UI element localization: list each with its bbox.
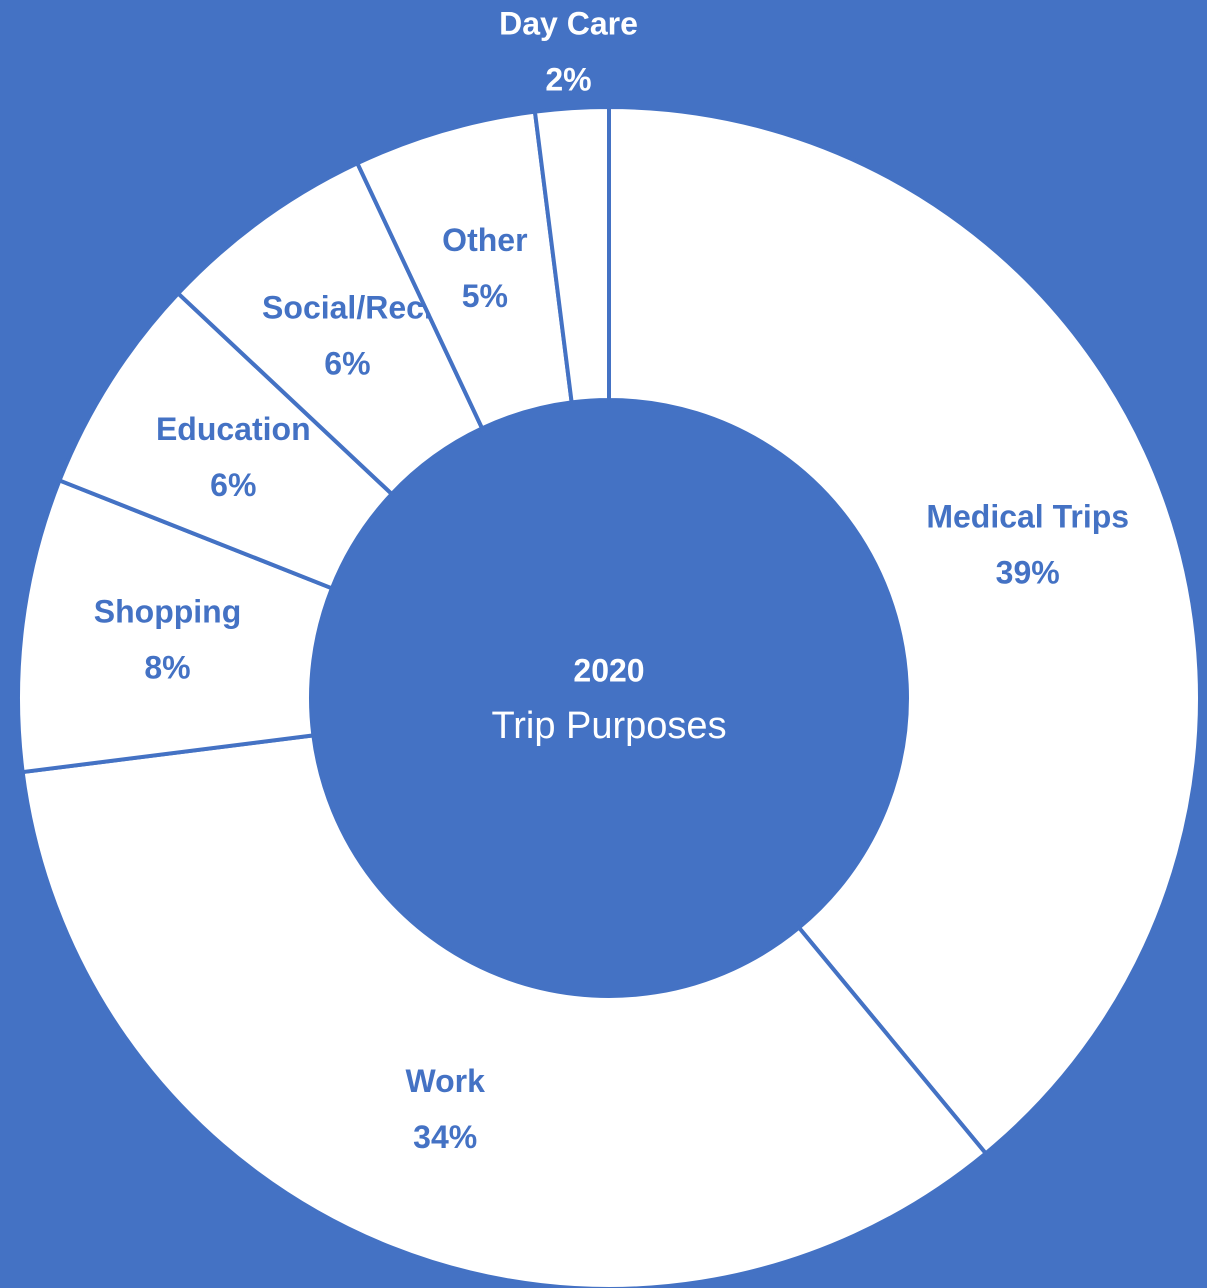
slice-label: Work bbox=[405, 1063, 485, 1099]
slice-label: Other bbox=[442, 222, 527, 258]
value-label: 39% bbox=[996, 555, 1060, 591]
slice-label: Education bbox=[156, 411, 311, 447]
value-label: 5% bbox=[462, 278, 508, 314]
value-label: 6% bbox=[324, 345, 370, 381]
value-label: 8% bbox=[144, 650, 190, 686]
slice-label: Shopping bbox=[94, 594, 242, 630]
value-label: 2% bbox=[545, 62, 591, 98]
value-label: 34% bbox=[413, 1119, 477, 1155]
slice-label: Medical Trips bbox=[926, 499, 1129, 535]
slice-label: Day Care bbox=[499, 6, 638, 42]
slice bbox=[607, 104, 1202, 1157]
chart-title: Trip Purposes bbox=[491, 705, 726, 747]
slice-label: Social/Rec. bbox=[262, 289, 433, 325]
slice bbox=[20, 733, 989, 1288]
slice bbox=[532, 104, 611, 405]
value-label: 6% bbox=[210, 467, 256, 503]
chart-subtitle: 2020 bbox=[573, 652, 644, 688]
